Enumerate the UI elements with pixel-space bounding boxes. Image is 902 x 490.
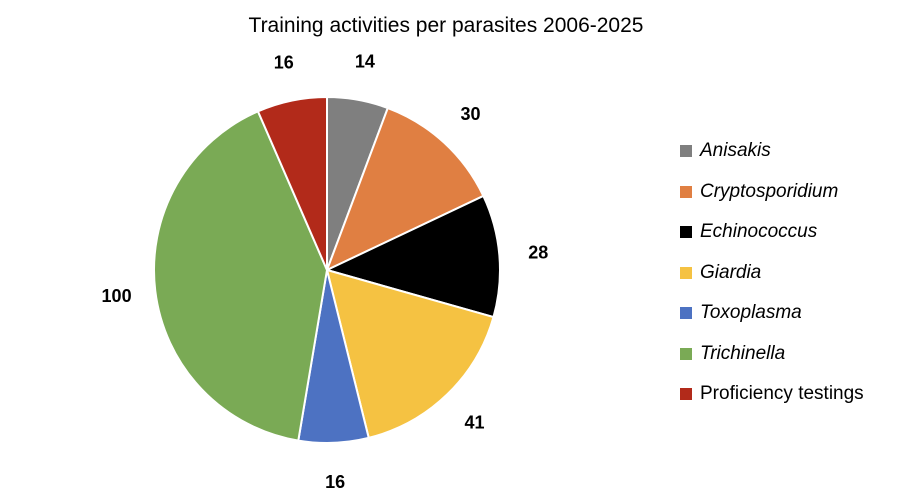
legend-label: Echinococcus [700,221,818,243]
legend-item: Cryptosporidium [680,172,864,213]
pie-slice-echinococcus [324,194,501,319]
legend-item: Giardia [680,253,864,294]
legend-label: Trichinella [700,342,786,364]
pie-slice-proficiency-testings [256,95,328,271]
legend-item: Toxoplasma [680,293,864,334]
legend-label: Giardia [700,261,762,283]
legend-label: Proficiency testings [700,383,864,405]
pie-slice-giardia [325,268,495,440]
legend-label: Cryptosporidium [700,180,839,202]
legend-swatch [680,145,692,158]
data-label: 30 [461,104,481,124]
legend-label: Toxoplasma [700,302,802,324]
legend-swatch [680,347,692,360]
legend: Anisakis Cryptosporidium Echinococcus Giard… [680,131,864,415]
data-label: 14 [355,51,375,71]
legend-item: Echinococcus [680,212,864,253]
legend-label: Anisakis [700,140,771,162]
legend-swatch [680,185,692,198]
data-label: 100 [102,286,132,306]
legend-swatch [680,388,692,401]
data-label: 16 [274,52,294,72]
legend-item: Anisakis [680,131,864,172]
pie-slice-trichinella [153,110,329,442]
legend-swatch [680,307,692,320]
data-label: 28 [528,242,548,262]
pie-slice-cryptosporidium [325,106,485,272]
data-label: 41 [464,412,484,432]
chart-title: Training activities per parasites 2006-2… [248,14,644,37]
legend-swatch [680,266,692,279]
data-label: 16 [325,472,345,490]
legend-swatch [680,226,692,239]
legend-item: Proficiency testings [680,374,864,415]
legend-item: Trichinella [680,334,864,375]
